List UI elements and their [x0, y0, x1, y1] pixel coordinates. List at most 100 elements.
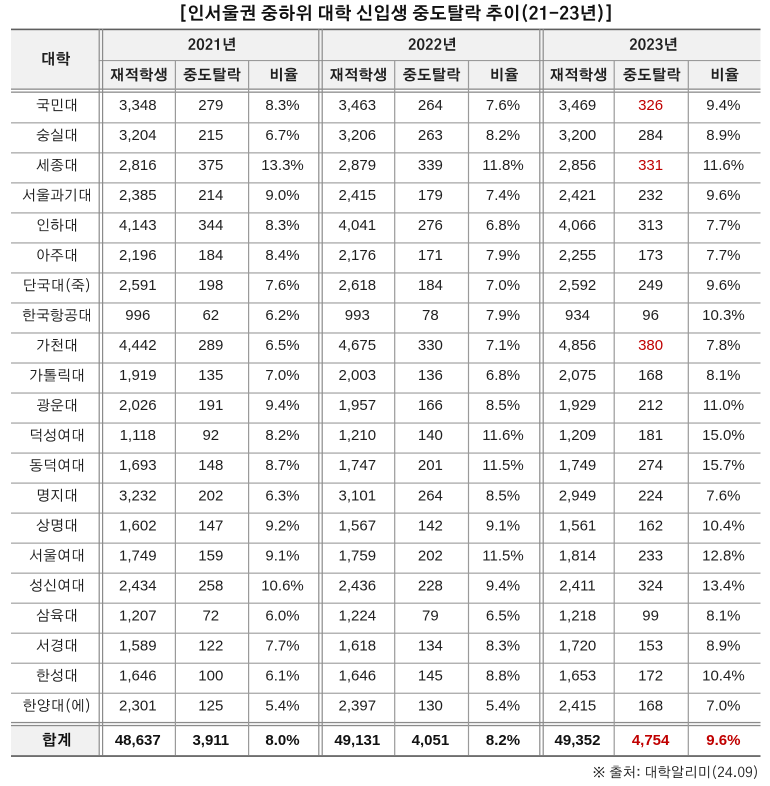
svg-text:11.5%: 11.5% — [482, 547, 523, 564]
svg-text:6.1%: 6.1% — [265, 667, 299, 684]
svg-text:184: 184 — [418, 277, 443, 294]
svg-text:78: 78 — [422, 307, 439, 324]
svg-text:2,421: 2,421 — [559, 187, 597, 204]
svg-text:339: 339 — [418, 157, 443, 174]
svg-text:7.6%: 7.6% — [706, 487, 740, 504]
svg-text:7.7%: 7.7% — [706, 247, 740, 264]
svg-text:7.9%: 7.9% — [486, 307, 520, 324]
svg-text:72: 72 — [202, 607, 219, 624]
svg-text:1,919: 1,919 — [119, 367, 157, 384]
svg-text:6.0%: 6.0% — [265, 607, 299, 624]
svg-text:264: 264 — [418, 487, 443, 504]
svg-text:6.8%: 6.8% — [486, 217, 520, 234]
svg-text:212: 212 — [638, 397, 663, 414]
svg-text:279: 279 — [198, 97, 223, 114]
svg-text:1,567: 1,567 — [339, 517, 377, 534]
svg-text:153: 153 — [638, 637, 663, 654]
svg-text:7.0%: 7.0% — [265, 367, 299, 384]
svg-text:2,618: 2,618 — [339, 277, 377, 294]
svg-text:11.6%: 11.6% — [703, 157, 744, 174]
svg-text:7.0%: 7.0% — [706, 697, 740, 714]
svg-text:168: 168 — [638, 697, 663, 714]
svg-text:1,602: 1,602 — [119, 517, 157, 534]
svg-text:2,415: 2,415 — [339, 187, 377, 204]
svg-text:9.6%: 9.6% — [706, 732, 740, 749]
svg-text:8.1%: 8.1% — [706, 607, 740, 624]
svg-text:1,747: 1,747 — [339, 457, 377, 474]
svg-text:162: 162 — [638, 517, 663, 534]
svg-text:8.3%: 8.3% — [265, 97, 299, 114]
svg-text:15.0%: 15.0% — [702, 427, 745, 444]
svg-text:173: 173 — [638, 247, 663, 264]
svg-text:2,592: 2,592 — [559, 277, 597, 294]
svg-text:7.8%: 7.8% — [706, 337, 740, 354]
svg-text:3,348: 3,348 — [119, 97, 157, 114]
svg-text:5.4%: 5.4% — [265, 697, 299, 714]
svg-text:10.4%: 10.4% — [702, 667, 745, 684]
svg-text:6.5%: 6.5% — [486, 607, 520, 624]
svg-text:8.4%: 8.4% — [265, 247, 299, 264]
svg-text:2,196: 2,196 — [119, 247, 157, 264]
svg-text:1,749: 1,749 — [119, 547, 157, 564]
svg-text:1,957: 1,957 — [339, 397, 377, 414]
svg-text:2,879: 2,879 — [339, 157, 377, 174]
svg-text:7.4%: 7.4% — [486, 187, 520, 204]
svg-text:2,411: 2,411 — [559, 577, 595, 594]
svg-text:9.4%: 9.4% — [706, 97, 740, 114]
svg-text:142: 142 — [418, 517, 443, 534]
svg-text:3,469: 3,469 — [559, 97, 597, 114]
svg-text:92: 92 — [202, 427, 219, 444]
svg-text:1,646: 1,646 — [119, 667, 157, 684]
svg-text:1,693: 1,693 — [119, 457, 157, 474]
svg-text:7.7%: 7.7% — [706, 217, 740, 234]
svg-text:9.6%: 9.6% — [706, 277, 740, 294]
svg-text:62: 62 — [202, 307, 219, 324]
svg-text:8.7%: 8.7% — [265, 457, 299, 474]
svg-text:224: 224 — [638, 487, 663, 504]
svg-text:10.6%: 10.6% — [261, 577, 304, 594]
svg-text:1,561: 1,561 — [559, 517, 597, 534]
svg-text:3,204: 3,204 — [119, 127, 157, 144]
svg-text:181: 181 — [638, 427, 663, 444]
svg-text:8.0%: 8.0% — [265, 732, 299, 749]
svg-text:2,949: 2,949 — [559, 487, 597, 504]
svg-text:214: 214 — [198, 187, 223, 204]
svg-text:100: 100 — [198, 667, 223, 684]
svg-text:49,131: 49,131 — [334, 732, 380, 749]
svg-text:331: 331 — [638, 157, 663, 174]
svg-text:232: 232 — [638, 187, 663, 204]
svg-text:9.4%: 9.4% — [486, 577, 520, 594]
svg-text:7.6%: 7.6% — [486, 97, 520, 114]
svg-text:8.5%: 8.5% — [486, 487, 520, 504]
svg-text:3,463: 3,463 — [339, 97, 377, 114]
svg-text:201: 201 — [418, 457, 443, 474]
svg-text:249: 249 — [638, 277, 663, 294]
svg-text:263: 263 — [418, 127, 443, 144]
svg-text:147: 147 — [198, 517, 223, 534]
svg-text:202: 202 — [198, 487, 223, 504]
svg-text:264: 264 — [418, 97, 443, 114]
svg-text:136: 136 — [418, 367, 443, 384]
svg-text:198: 198 — [198, 277, 223, 294]
svg-text:313: 313 — [638, 217, 663, 234]
svg-text:2,816: 2,816 — [119, 157, 157, 174]
svg-text:145: 145 — [418, 667, 443, 684]
svg-text:9.2%: 9.2% — [265, 517, 299, 534]
svg-text:276: 276 — [418, 217, 443, 234]
svg-text:1,759: 1,759 — [339, 547, 377, 564]
svg-text:1,814: 1,814 — [559, 547, 597, 564]
svg-text:4,051: 4,051 — [412, 732, 450, 749]
svg-text:5.4%: 5.4% — [486, 697, 520, 714]
svg-text:7.1%: 7.1% — [486, 337, 520, 354]
svg-text:140: 140 — [418, 427, 443, 444]
svg-text:9.6%: 9.6% — [706, 187, 740, 204]
svg-text:159: 159 — [198, 547, 223, 564]
svg-text:79: 79 — [422, 607, 439, 624]
svg-text:8.2%: 8.2% — [486, 732, 520, 749]
svg-text:1,218: 1,218 — [559, 607, 597, 624]
svg-text:326: 326 — [638, 97, 663, 114]
svg-text:1,209: 1,209 — [559, 427, 597, 444]
svg-text:6.5%: 6.5% — [265, 337, 299, 354]
svg-text:2,436: 2,436 — [339, 577, 377, 594]
svg-text:344: 344 — [198, 217, 223, 234]
